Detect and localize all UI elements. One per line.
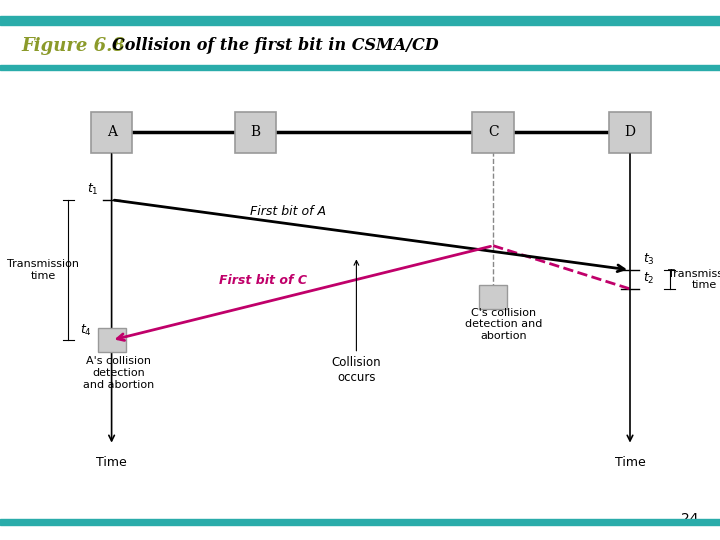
FancyBboxPatch shape [235, 112, 276, 153]
FancyBboxPatch shape [480, 285, 508, 309]
Bar [0, 519, 720, 525]
FancyBboxPatch shape [609, 112, 651, 153]
Text: D: D [624, 125, 636, 139]
FancyBboxPatch shape [472, 112, 514, 153]
Text: $t_1$: $t_1$ [87, 182, 99, 197]
Text: Time: Time [96, 456, 127, 469]
Text: Collision
occurs: Collision occurs [332, 260, 381, 384]
Text: First bit of A: First bit of A [250, 205, 326, 218]
Text: A's collision
detection
and abortion: A's collision detection and abortion [84, 356, 154, 389]
Text: $t_4$: $t_4$ [80, 322, 92, 338]
Text: Transmission
time: Transmission time [668, 268, 720, 291]
Text: C's collision
detection and
abortion: C's collision detection and abortion [465, 308, 543, 341]
Text: 24: 24 [681, 512, 698, 526]
Text: Time: Time [615, 456, 645, 469]
FancyBboxPatch shape [91, 112, 132, 153]
Text: First bit of C: First bit of C [219, 274, 307, 287]
Text: C: C [488, 125, 498, 139]
Text: B: B [251, 125, 261, 139]
Bar [0, 65, 720, 70]
Text: Transmission
time: Transmission time [7, 259, 79, 281]
Text: Collision of the first bit in CSMA/CD: Collision of the first bit in CSMA/CD [112, 37, 438, 55]
Text: $t_2$: $t_2$ [643, 271, 654, 286]
Text: Figure 6.8: Figure 6.8 [22, 37, 125, 55]
Bar [0, 16, 720, 25]
Text: A: A [107, 125, 117, 139]
FancyBboxPatch shape [98, 328, 126, 352]
Text: $t_3$: $t_3$ [643, 252, 654, 267]
